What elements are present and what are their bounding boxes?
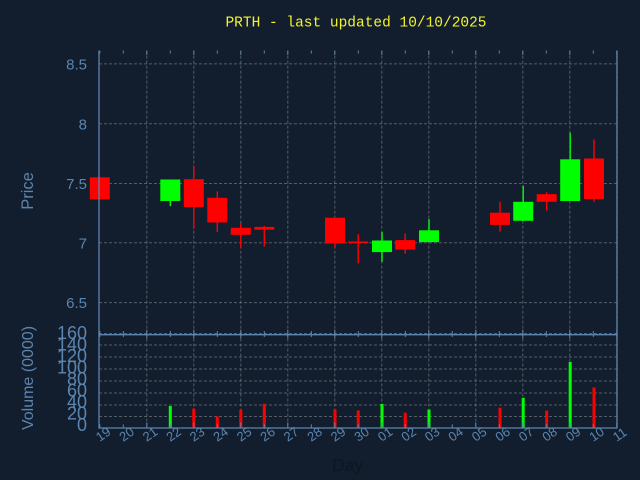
svg-text:0: 0 bbox=[77, 415, 87, 435]
svg-text:Volume (0000): Volume (0000) bbox=[20, 326, 37, 430]
svg-text:Day: Day bbox=[332, 455, 363, 475]
svg-text:7: 7 bbox=[79, 235, 87, 252]
svg-text:Price: Price bbox=[19, 172, 37, 210]
svg-text:8.5: 8.5 bbox=[66, 57, 87, 74]
svg-text:7.5: 7.5 bbox=[66, 176, 87, 193]
svg-text:8: 8 bbox=[79, 116, 87, 133]
svg-text:PRTH - last updated 10/10/2025: PRTH - last updated 10/10/2025 bbox=[225, 16, 486, 32]
svg-text:6.5: 6.5 bbox=[66, 295, 87, 312]
